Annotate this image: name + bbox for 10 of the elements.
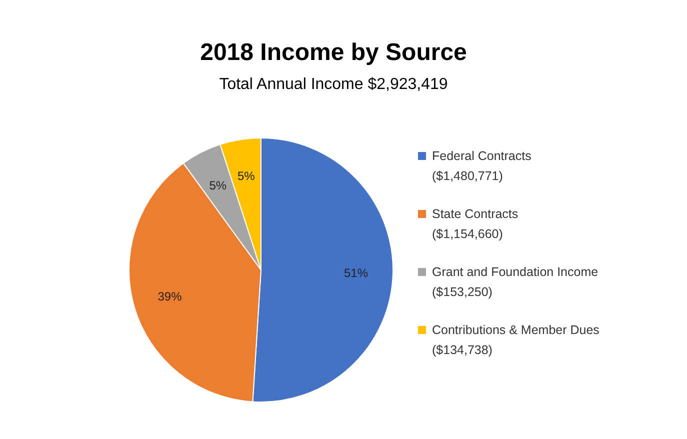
chart-subtitle: Total Annual Income $2,923,419 bbox=[219, 76, 448, 93]
data-label: 51% bbox=[344, 266, 368, 280]
legend-label: Contributions & Member Dues ($134,738) bbox=[432, 323, 600, 357]
legend-label: Federal Contracts ($1,480,771) bbox=[432, 149, 532, 183]
legend-label: State Contracts ($1,154,660) bbox=[432, 207, 518, 241]
legend-label: Grant and Foundation Income ($153,250) bbox=[432, 265, 598, 299]
data-label: 5% bbox=[209, 178, 227, 192]
data-label: 5% bbox=[237, 169, 256, 184]
data-label: 39% bbox=[158, 290, 182, 304]
chart-title: 2018 Income by Source bbox=[200, 39, 467, 66]
